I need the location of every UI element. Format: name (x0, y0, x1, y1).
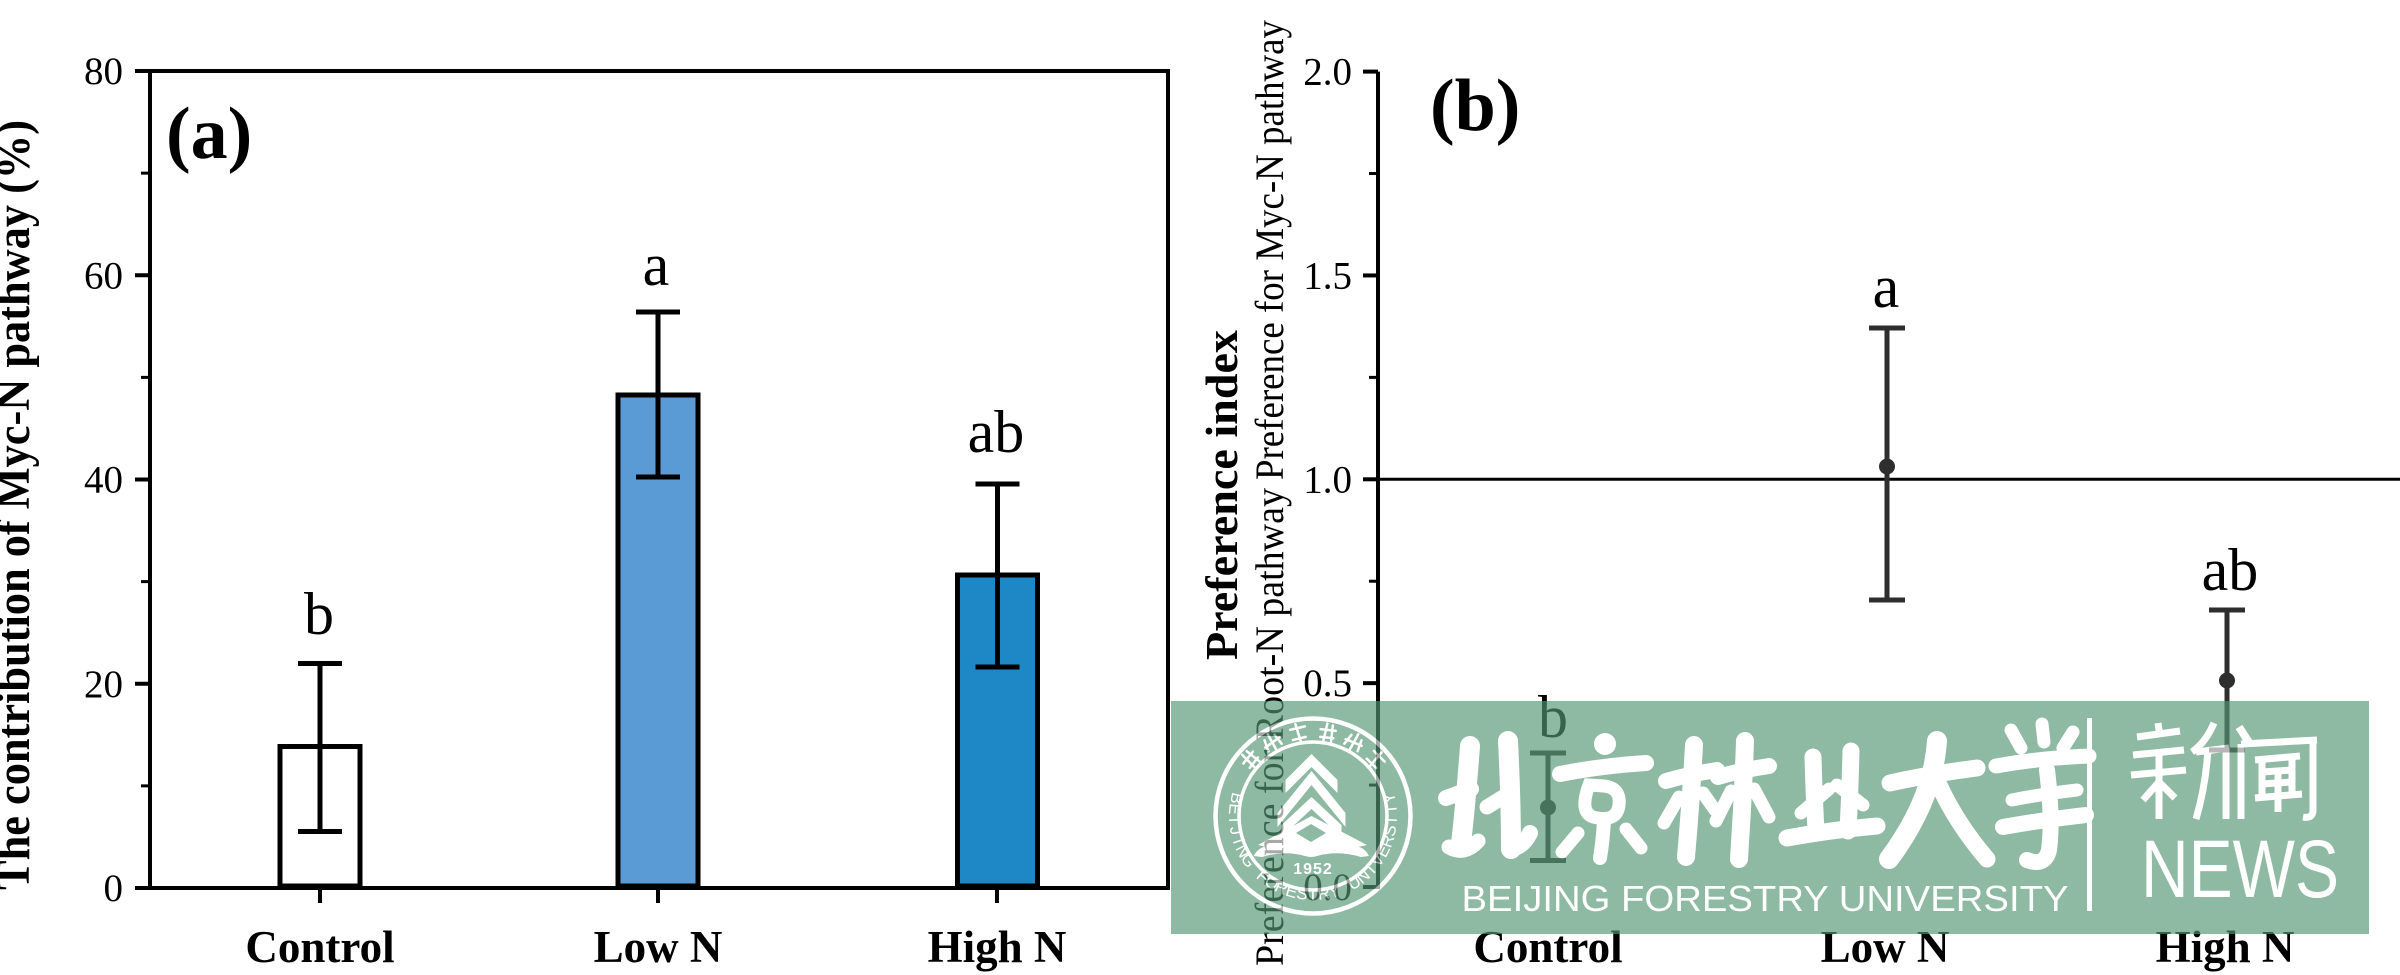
svg-text:R: R (1376, 832, 1398, 850)
svg-text:BEIJING FORESTRY UNIVERSITY: BEIJING FORESTRY UNIVERSITY (1462, 878, 2069, 919)
svg-text:T: T (1381, 803, 1401, 815)
svg-text:a: a (643, 232, 670, 298)
svg-text:J: J (1226, 825, 1246, 837)
svg-text:Low N: Low N (594, 922, 723, 972)
svg-text:NEWS: NEWS (2141, 824, 2339, 915)
svg-text:a: a (1873, 254, 1900, 320)
svg-text:1952: 1952 (1293, 861, 1333, 878)
svg-text:40: 40 (84, 459, 123, 502)
svg-text:T: T (1308, 885, 1318, 904)
svg-text:b: b (304, 581, 334, 647)
svg-text:60: 60 (84, 254, 123, 297)
svg-text:(a): (a) (166, 93, 252, 175)
svg-text:0: 0 (104, 867, 124, 910)
svg-text:R: R (1316, 883, 1331, 904)
svg-text:I: I (1382, 817, 1401, 823)
svg-text:ab: ab (968, 399, 1025, 465)
svg-text:I: I (1225, 817, 1244, 823)
svg-text:E: E (1284, 881, 1300, 902)
svg-text:Preference for Myc-N pathway: Preference for Myc-N pathway (1247, 20, 1292, 480)
svg-text:S: S (1295, 884, 1309, 904)
svg-text:S: S (1380, 823, 1401, 838)
svg-text:B: B (1226, 791, 1247, 806)
svg-text:E: E (1225, 803, 1245, 816)
svg-text:I: I (1229, 836, 1249, 847)
svg-text:High N: High N (928, 922, 1067, 972)
svg-text:Control: Control (245, 922, 394, 972)
svg-text:(b): (b) (1430, 65, 1520, 147)
svg-text:ab: ab (2202, 537, 2259, 603)
svg-text:80: 80 (84, 50, 123, 93)
svg-text:20: 20 (84, 663, 123, 706)
svg-text:Preference index: Preference index (1197, 329, 1247, 660)
svg-text:2.0: 2.0 (1303, 51, 1352, 94)
svg-text:1.0: 1.0 (1303, 458, 1352, 501)
svg-text:The contribution of Myc-N path: The contribution of Myc-N pathway (%) (0, 120, 40, 890)
svg-text:1.5: 1.5 (1303, 254, 1352, 297)
svg-text:0.5: 0.5 (1303, 662, 1352, 705)
svg-text:Y: Y (1379, 791, 1400, 806)
svg-text:Y: Y (1326, 881, 1342, 902)
